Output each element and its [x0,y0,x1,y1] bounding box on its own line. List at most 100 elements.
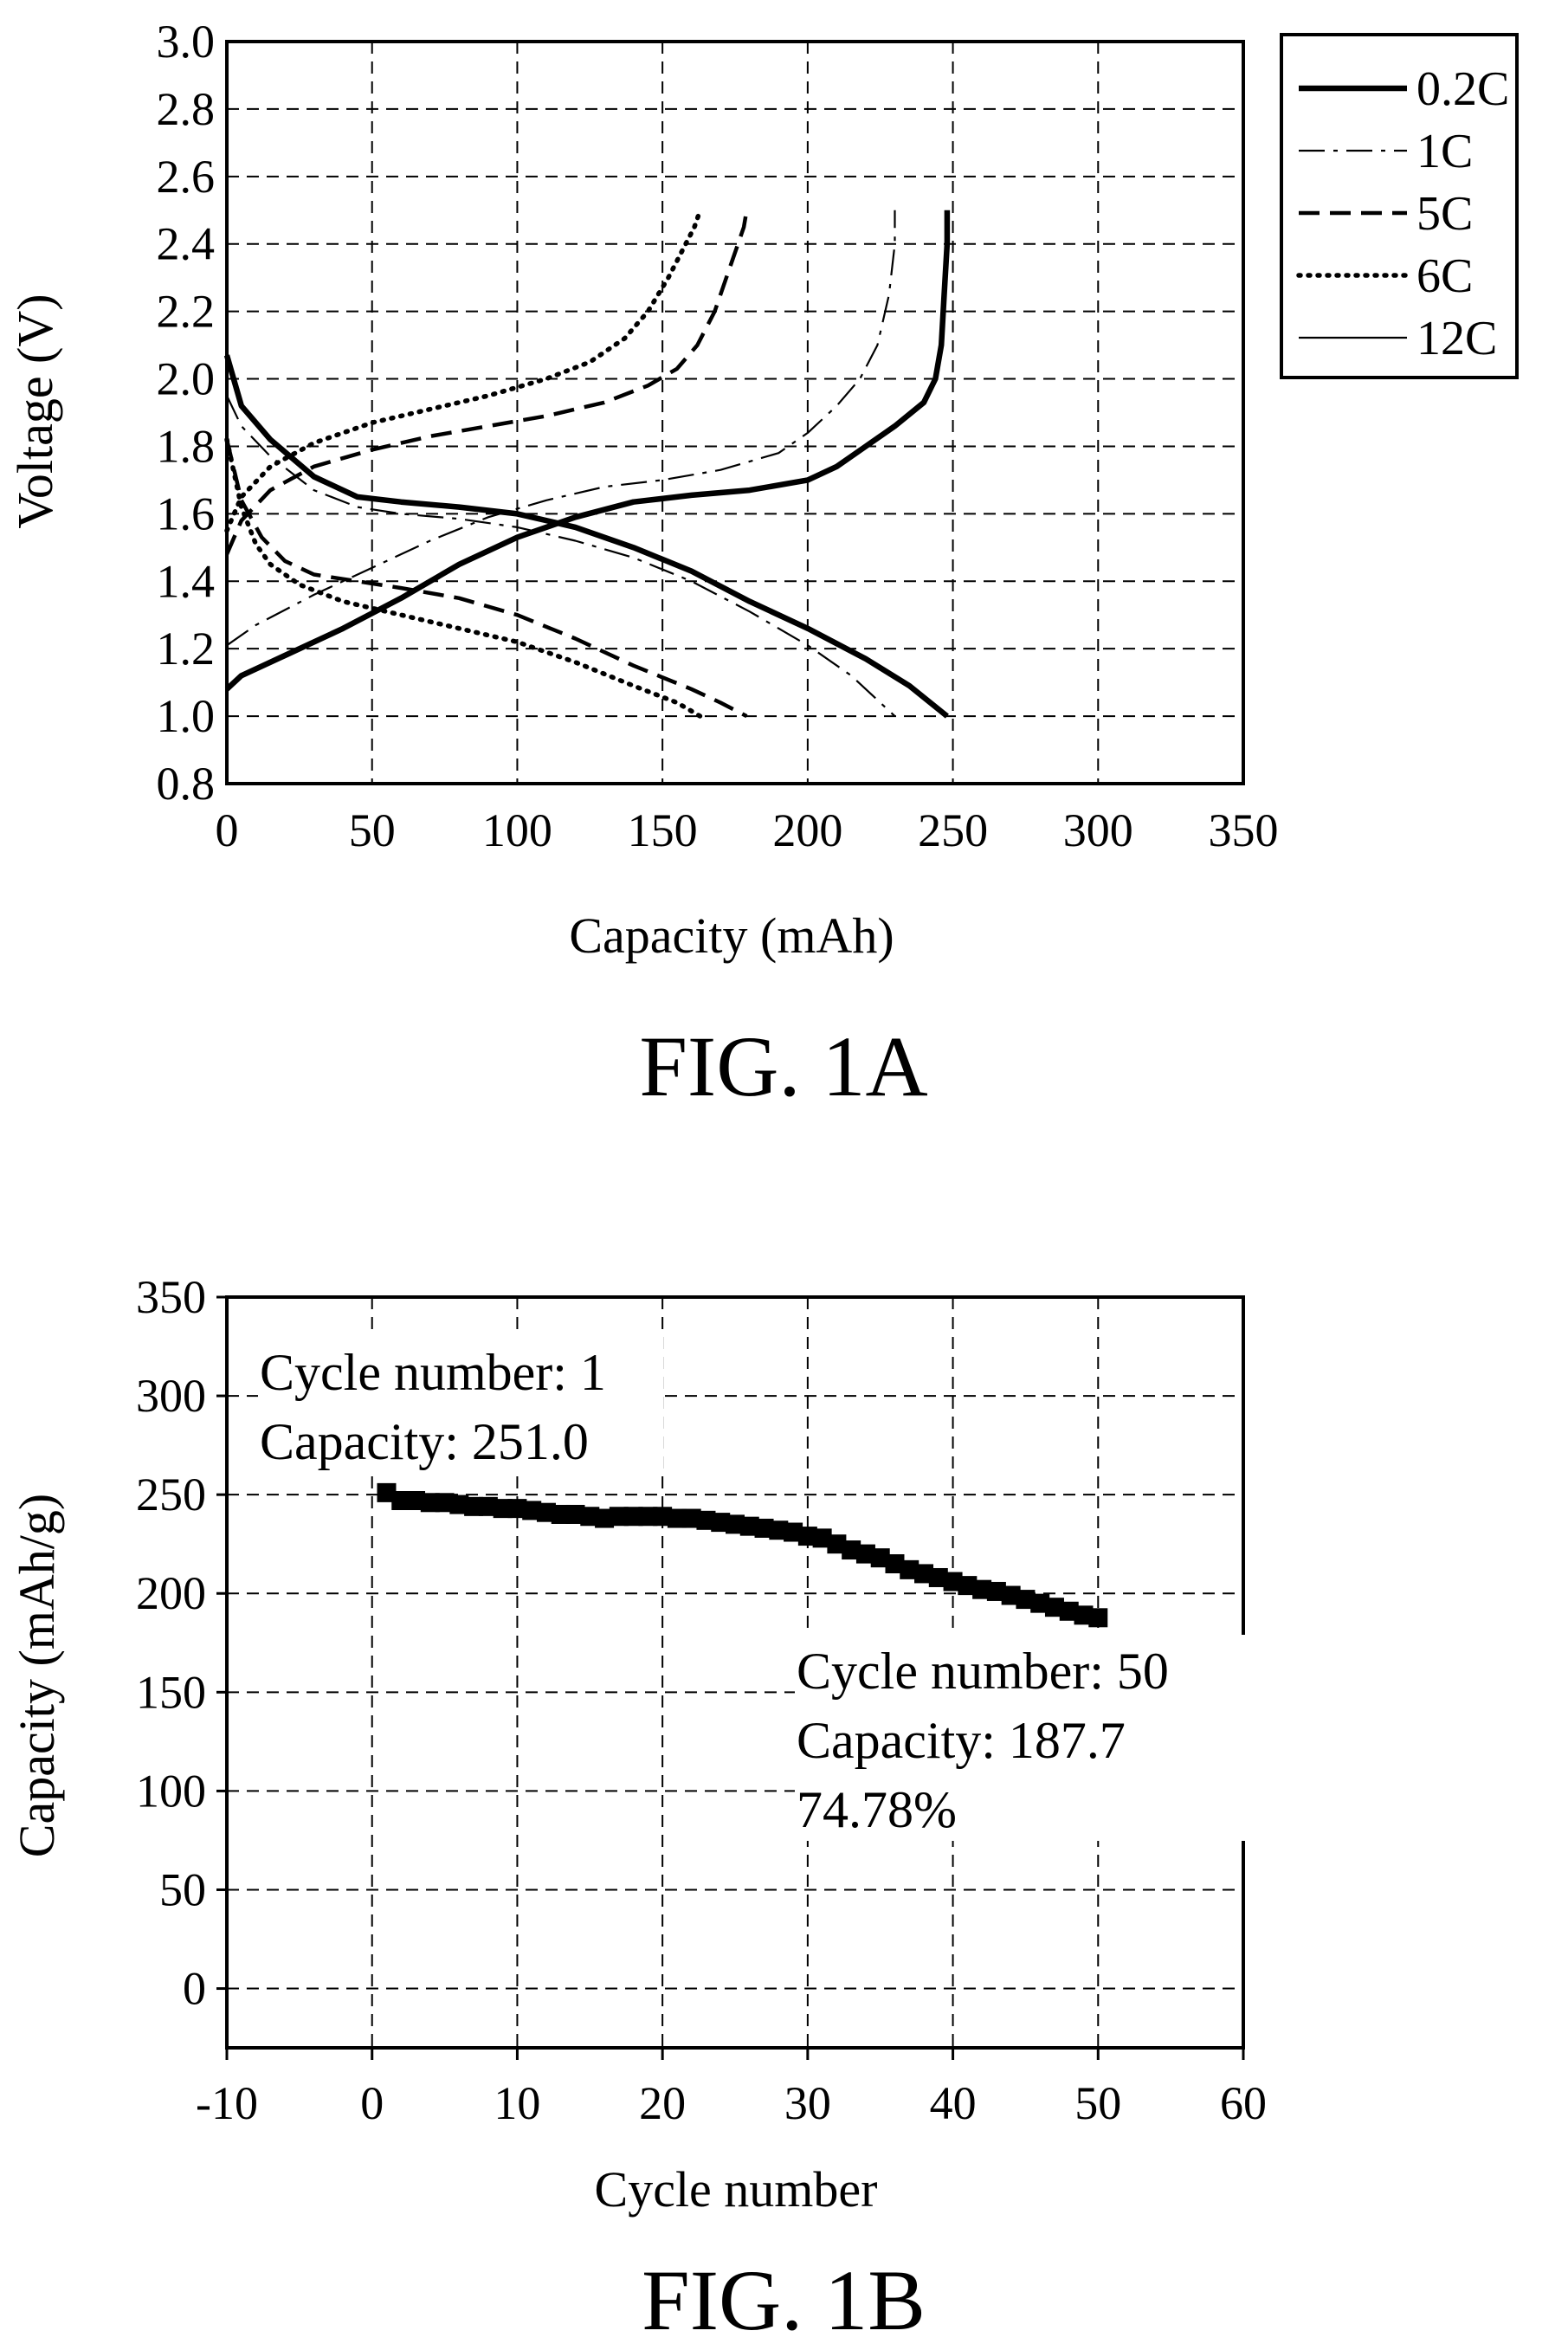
data-point-cycle-22 [681,1508,701,1528]
data-point-cycle-29 [784,1522,803,1542]
data-point-cycle-32 [827,1534,847,1554]
data-point-cycle-44 [1001,1585,1021,1605]
annotation-last-cycle: Cycle number: 50 Capacity: 187.7 74.78% [795,1635,1245,1841]
data-point-cycle-37 [900,1559,920,1579]
data-point-cycle-18 [623,1507,643,1527]
x-tick-label: -10 [196,2077,258,2129]
data-point-cycle-33 [842,1540,861,1560]
data-point-cycle-28 [769,1520,789,1540]
data-point-cycle-35 [870,1548,890,1568]
y-tick-label: 1.8 [157,420,216,472]
x-tick-label: 40 [930,2077,977,2129]
data-point-cycle-34 [855,1544,875,1564]
chart-voltage-capacity: 0 50 100 150 200 250 300 350 0.8 1.0 1.2 1.4 1.6 1.8… [7,16,1519,1114]
x-tick-label: 0 [216,804,239,856]
annotation-last-cycle-line-1: Cycle number: 50 [797,1643,1169,1700]
y-tick-label: 1.0 [157,690,216,742]
x-tick-label: 50 [1074,2077,1121,2129]
x-tick-label: 30 [784,2077,831,2129]
chart-a-gridlines [227,42,1243,784]
annotation-last-cycle-background [795,1635,1245,1841]
data-point-cycle-50 [1088,1608,1108,1628]
chart-b-x-tick-labels: -10 0 10 20 30 40 50 60 [196,2048,1267,2129]
data-point-cycle-26 [739,1516,759,1536]
chart-b-y-axis-title: Capacity (mAh/g) [9,1494,65,1857]
annotation-first-cycle: Cycle number: 1 Capacity: 251.0 [258,1333,663,1472]
series-5C-charge-line [224,210,749,555]
series-0.2C-discharge-line [223,354,949,719]
y-tick-label: 150 [136,1666,206,1718]
legend-label-0.2C: 0.2C [1416,62,1509,116]
x-tick-label: 150 [628,804,698,856]
y-tick-label: 1.2 [157,623,216,675]
data-point-cycle-47 [1044,1598,1064,1617]
data-point-cycle-12 [536,1502,556,1522]
y-tick-label: 2.2 [157,286,216,338]
data-point-cycle-8 [478,1496,498,1516]
series-1C-discharge-line [226,395,896,717]
y-tick-label: 100 [136,1765,206,1817]
x-tick-label: 10 [494,2077,540,2129]
data-point-cycle-2 [391,1491,411,1511]
data-point-cycle-19 [638,1507,658,1527]
y-tick-label: 3.0 [157,16,216,68]
x-tick-label: 50 [349,804,396,856]
chart-b-data-points [377,1482,1108,1628]
series-1C-charge-line [226,210,896,647]
x-tick-label: 0 [360,2077,384,2129]
chart-a-y-tick-labels: 0.8 1.0 1.2 1.4 1.6 1.8 2.0 2.2 2.4 2.6 2.8 3.0 [157,16,216,810]
x-tick-label: 200 [772,804,842,856]
legend-box [1280,33,1519,379]
y-tick-label: 50 [159,1863,206,1915]
data-point-cycle-10 [507,1499,527,1519]
x-tick-label: 100 [482,804,552,856]
chart-b-x-axis-title: Cycle number [595,2161,878,2218]
data-point-cycle-6 [449,1495,469,1514]
data-point-cycle-49 [1074,1605,1094,1625]
data-point-cycle-45 [1016,1590,1036,1610]
y-tick-label: 250 [136,1469,206,1520]
data-point-cycle-43 [986,1581,1006,1601]
data-point-cycle-41 [958,1576,978,1596]
chart-a-x-axis-title: Capacity (mAh) [569,907,894,964]
legend-label-1C: 1C [1416,125,1473,178]
series-6C-charge-line [224,208,703,533]
annotation-last-cycle-line-2: Capacity: 187.7 [797,1712,1126,1769]
data-point-cycle-15 [580,1507,600,1527]
x-tick-label: 350 [1209,804,1279,856]
chart-a-y-axis-title: Voltage (V) [7,294,63,528]
annotation-last-cycle-line-3: 74.78% [797,1781,957,1838]
y-tick-label: 0 [183,1963,206,2015]
data-point-cycle-31 [812,1528,832,1548]
legend-label-5C: 5C [1416,187,1473,241]
data-point-cycle-17 [609,1507,629,1527]
x-tick-label: 60 [1220,2077,1267,2129]
figure-label-1b: FIG. 1B [642,2252,926,2348]
figure-label-1a: FIG. 1A [639,1018,927,1114]
series-6C-discharge-line [224,436,703,719]
y-tick-label: 2.6 [157,151,216,203]
data-point-cycle-48 [1059,1601,1079,1621]
data-point-cycle-39 [928,1567,948,1587]
series-0.2C-charge-line [224,210,951,692]
data-point-cycle-3 [406,1491,426,1511]
annotation-first-cycle-line-2: Capacity: 251.0 [260,1413,589,1470]
data-point-cycle-9 [493,1499,513,1519]
chart-a-legend: 0.2C 1C 5C 6C 12C [1280,33,1519,379]
data-point-cycle-30 [797,1527,817,1546]
data-point-cycle-20 [653,1507,673,1527]
chart-a-x-tick-labels: 0 50 100 150 200 250 300 350 [216,804,1279,856]
data-point-cycle-25 [726,1514,745,1534]
x-tick-label: 250 [918,804,988,856]
chart-a-plot-frame [225,40,1245,785]
data-point-cycle-40 [943,1572,963,1591]
legend-label-12C: 12C [1416,312,1497,365]
y-tick-label: 1.4 [157,555,216,607]
data-point-cycle-46 [1030,1593,1050,1613]
chart-capacity-cycle: -10 0 10 20 30 40 50 60 0 50 100 150 200 250 300 350 C… [9,1271,1267,2348]
data-point-cycle-4 [420,1493,440,1513]
series-5C-discharge-line [224,439,748,719]
x-tick-label: 300 [1063,804,1133,856]
data-point-cycle-36 [885,1554,905,1574]
